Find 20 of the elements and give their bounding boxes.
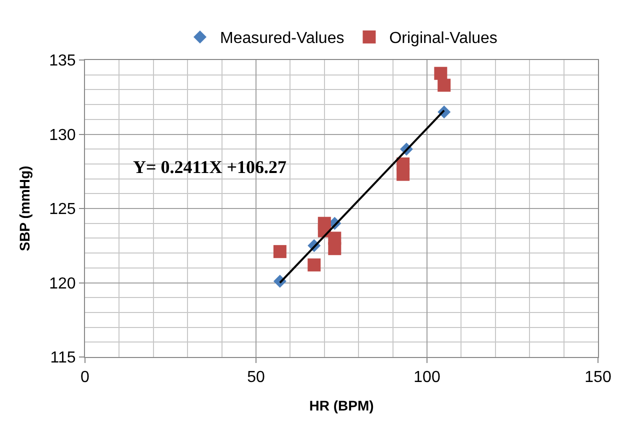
legend-label: Measured-Values	[220, 30, 344, 48]
point	[396, 168, 410, 181]
y-tick-label: 135	[49, 52, 76, 70]
legend-label: Original-Values	[389, 30, 498, 48]
point	[273, 245, 286, 258]
annotation: Y= 0.2411X +106.27	[133, 157, 287, 177]
x-tick-label: 150	[584, 369, 612, 386]
y-tick-label: 130	[49, 126, 76, 144]
point	[308, 258, 321, 272]
y-tick-label: 125	[49, 201, 76, 218]
point	[438, 78, 451, 92]
y-axis-title: SBP (mmHg)	[16, 166, 33, 252]
y-tick-label: 115	[50, 350, 76, 367]
x-tick-label: 100	[414, 369, 440, 386]
x-axis-title: HR (BPM)	[309, 398, 374, 414]
point	[434, 66, 448, 80]
x-tick-label: 50	[247, 369, 265, 386]
x-tick-label: 0	[80, 369, 90, 386]
point	[328, 242, 342, 256]
y-tick-label: 120	[49, 275, 76, 292]
